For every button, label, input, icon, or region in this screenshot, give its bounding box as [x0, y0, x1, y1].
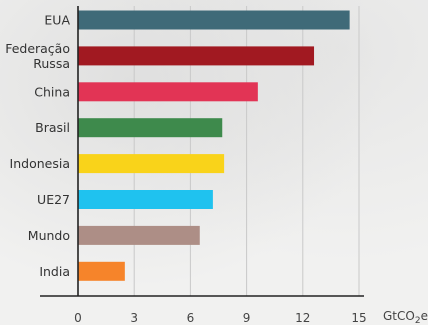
category-label-line: India: [39, 264, 70, 279]
bar-mundo: [78, 225, 200, 245]
x-tick-labels: 0 3 6 9 12 15: [74, 311, 366, 325]
unit-subscript: 2: [415, 316, 421, 325]
category-label-ue27: UE27: [37, 192, 70, 207]
unit-prefix: GtCO: [383, 309, 415, 323]
category-label-line: Russa: [33, 56, 70, 71]
category-label-line: EUA: [44, 13, 70, 28]
category-label-eua: EUA: [44, 13, 70, 28]
category-label-federacao-russa: Federação Russa: [5, 41, 70, 71]
bar-india: [78, 261, 125, 281]
x-tick-label-15: 15: [351, 311, 366, 325]
category-label-brasil: Brasil: [35, 120, 70, 135]
bar-brasil: [78, 118, 223, 138]
category-label-line: Mundo: [28, 228, 70, 243]
category-label-china: China: [34, 84, 70, 99]
bar-ue27: [78, 190, 213, 209]
bar-china: [78, 82, 258, 102]
x-tick-label-9: 9: [243, 311, 251, 325]
bar-federacao-russa: [78, 46, 315, 66]
category-label-line: Brasil: [35, 120, 70, 135]
category-label-line: Indonesia: [10, 156, 70, 171]
x-tick-label-0: 0: [74, 311, 82, 325]
category-label-indonesia: Indonesia: [10, 156, 70, 171]
x-tick-label-6: 6: [187, 311, 195, 325]
category-labels: EUA Federação Russa China Brasil Indonesia UE2…: [5, 13, 70, 279]
unit-suffix: e: [421, 309, 428, 323]
bar-indonesia: [78, 154, 225, 174]
x-tick-label-12: 12: [295, 311, 310, 325]
category-label-line: China: [34, 84, 70, 99]
category-label-line: UE27: [37, 192, 70, 207]
x-axis-unit-label: GtCO2e: [383, 309, 428, 325]
x-tick-label-3: 3: [130, 311, 138, 325]
category-label-mundo: Mundo: [28, 228, 70, 243]
bars-layer: [78, 10, 350, 281]
category-label-line: Federação: [5, 41, 70, 56]
bar-eua: [78, 10, 350, 30]
category-label-india: India: [39, 264, 70, 279]
